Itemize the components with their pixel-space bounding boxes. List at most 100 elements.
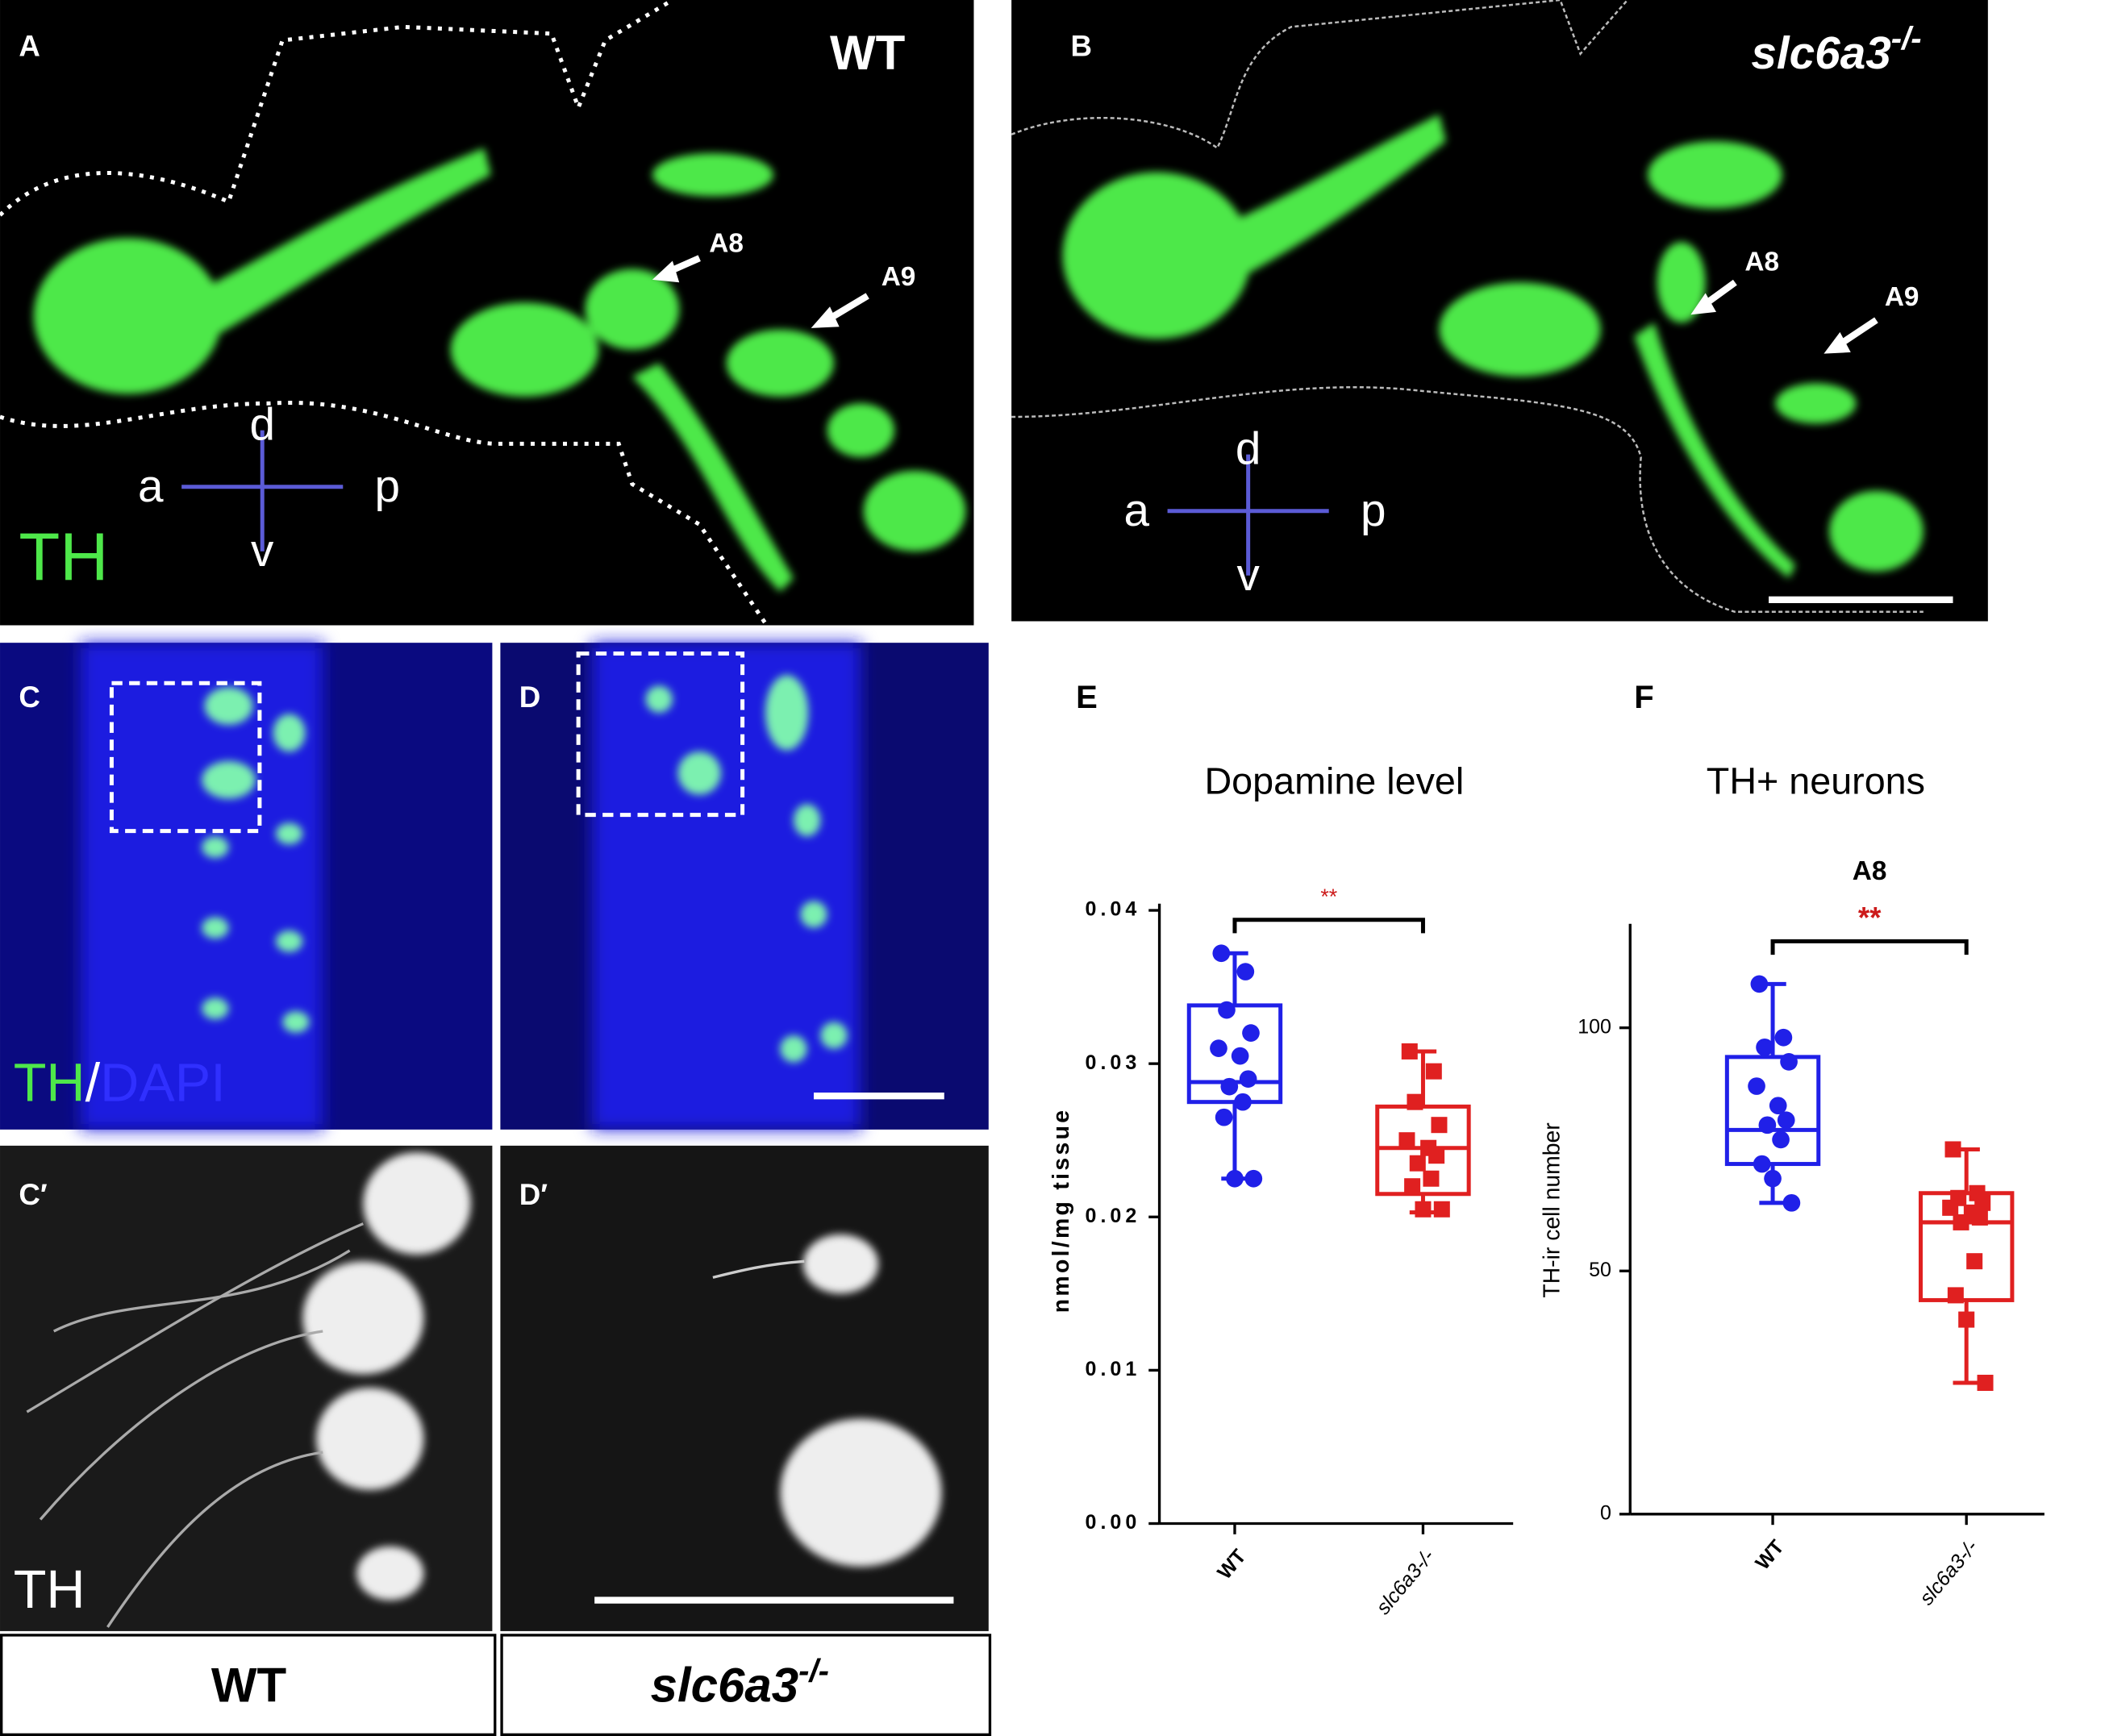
fluorescence: [33, 148, 966, 592]
inset-box: [576, 652, 745, 818]
panel-label: F: [1634, 680, 1653, 715]
axis-label: a: [138, 461, 164, 512]
chart-title: TH+ neurons: [1707, 760, 1925, 802]
inset-box: [109, 681, 262, 834]
axis-label: p: [1361, 485, 1386, 536]
data-point: [1753, 1155, 1771, 1173]
charts: E Dopamine level nmol/mg tissue 0.00 0.01 0.0…: [1048, 680, 2044, 1619]
y-axis-label: TH-ir cell number: [1540, 1122, 1565, 1297]
stain-label: TH: [19, 519, 108, 594]
panel-c: C TH/DAPI: [0, 643, 493, 1130]
genotype-box: [500, 1634, 992, 1736]
data-point: [1236, 963, 1255, 980]
y-axis-label: nmol/mg tissue: [1048, 1108, 1074, 1313]
data-point: [1220, 1077, 1239, 1096]
y-tick-label: 0.00: [1086, 1511, 1141, 1534]
data-point: [1748, 1077, 1765, 1095]
data-point: [1958, 1311, 1975, 1328]
panel-b: B slc6a3-/- A8 A9 d a p v: [1011, 0, 1988, 622]
data-point: [1425, 1063, 1442, 1080]
data-point: [1239, 1070, 1257, 1089]
y-tick-label: 0.01: [1086, 1358, 1141, 1380]
data-point: [1758, 1116, 1777, 1134]
data-point: [1210, 1039, 1227, 1057]
x-tick-label: WT: [1751, 1536, 1788, 1575]
data-point: [1242, 1024, 1260, 1042]
data-point: [1942, 1199, 1959, 1216]
panel-d-prime: D′: [500, 1145, 989, 1631]
genotype-text: slc6a3: [1751, 28, 1890, 79]
stain-label: TH/DAPI: [14, 1053, 226, 1113]
genotype-label: WT: [211, 1658, 287, 1712]
data-point: [1433, 1201, 1450, 1218]
genotype-superscript: -/-: [798, 1653, 829, 1688]
region-label: A9: [1885, 282, 1919, 312]
panel-label: E: [1076, 680, 1098, 715]
data-point: [1398, 1132, 1415, 1149]
data-point: [1428, 1147, 1445, 1164]
axis-label: p: [375, 461, 401, 512]
data-point: [1777, 1111, 1795, 1130]
y-tick-label: 0: [1600, 1501, 1611, 1524]
significance-bracket: [1232, 918, 1425, 934]
data-point: [1244, 1169, 1263, 1188]
genotype-box: [0, 1634, 497, 1736]
data-point: [1409, 1155, 1426, 1172]
data-point: [1407, 1093, 1423, 1110]
data-point: [1415, 1201, 1432, 1218]
fluorescence: [302, 1152, 471, 1601]
data-point: [1782, 1193, 1801, 1212]
data-point: [1769, 1097, 1787, 1115]
panel-label: C: [19, 681, 40, 714]
data-point: [1764, 1169, 1782, 1188]
region-label: A9: [882, 262, 916, 292]
y-tick-label: 0.04: [1086, 898, 1141, 921]
genotype-superscript: -/-: [1891, 21, 1922, 56]
data-point: [1234, 1093, 1252, 1111]
region-label: A8: [709, 228, 744, 258]
y-tick-label: 50: [1589, 1259, 1611, 1281]
data-point: [1401, 1043, 1418, 1060]
outline: [1011, 0, 1924, 614]
panel-d: D: [500, 643, 989, 1130]
data-point: [1966, 1253, 1983, 1270]
axis-label: d: [249, 399, 275, 450]
panel-label: A: [19, 30, 40, 63]
outline: [0, 0, 769, 627]
panel-label: D: [519, 681, 540, 714]
axis-compass: [1167, 454, 1329, 576]
panel-c-prime: C′ TH: [0, 1145, 493, 1631]
data-point: [1971, 1209, 1988, 1226]
axis-label: d: [1236, 423, 1261, 474]
data-point: [1404, 1178, 1421, 1195]
x-tick-label: WT: [1213, 1545, 1250, 1584]
data-point: [1947, 1287, 1964, 1304]
data-point: [1750, 975, 1769, 993]
data-point: [1215, 1108, 1233, 1126]
neurites: [26, 1222, 364, 1628]
genotype-label: slc6a3-/-: [651, 1653, 829, 1712]
data-point: [1953, 1214, 1969, 1230]
y-tick-label: 0.03: [1086, 1051, 1141, 1074]
data-point: [1772, 1130, 1790, 1149]
neurite: [712, 1259, 805, 1279]
panel-label: B: [1071, 30, 1092, 63]
panel-label: D′: [519, 1178, 548, 1211]
data-point: [1226, 1169, 1244, 1188]
fluorescence: [780, 1234, 942, 1567]
chart-subtitle: A8: [1853, 856, 1887, 886]
stain-th: TH: [14, 1053, 85, 1113]
fluorescence: [202, 687, 310, 1033]
fluorescence: [645, 675, 848, 1063]
significance-label: **: [1320, 885, 1337, 909]
dapi: [591, 643, 861, 1130]
axis-label: v: [251, 526, 274, 577]
y-tick-label: 100: [1578, 1015, 1611, 1038]
axis-compass: [181, 430, 344, 552]
data-point: [1218, 1001, 1236, 1019]
data-point: [1977, 1374, 1994, 1391]
data-point: [1944, 1141, 1961, 1158]
arrows: [1690, 279, 1878, 354]
data-point: [1774, 1028, 1793, 1047]
region-label: A8: [1744, 248, 1779, 277]
